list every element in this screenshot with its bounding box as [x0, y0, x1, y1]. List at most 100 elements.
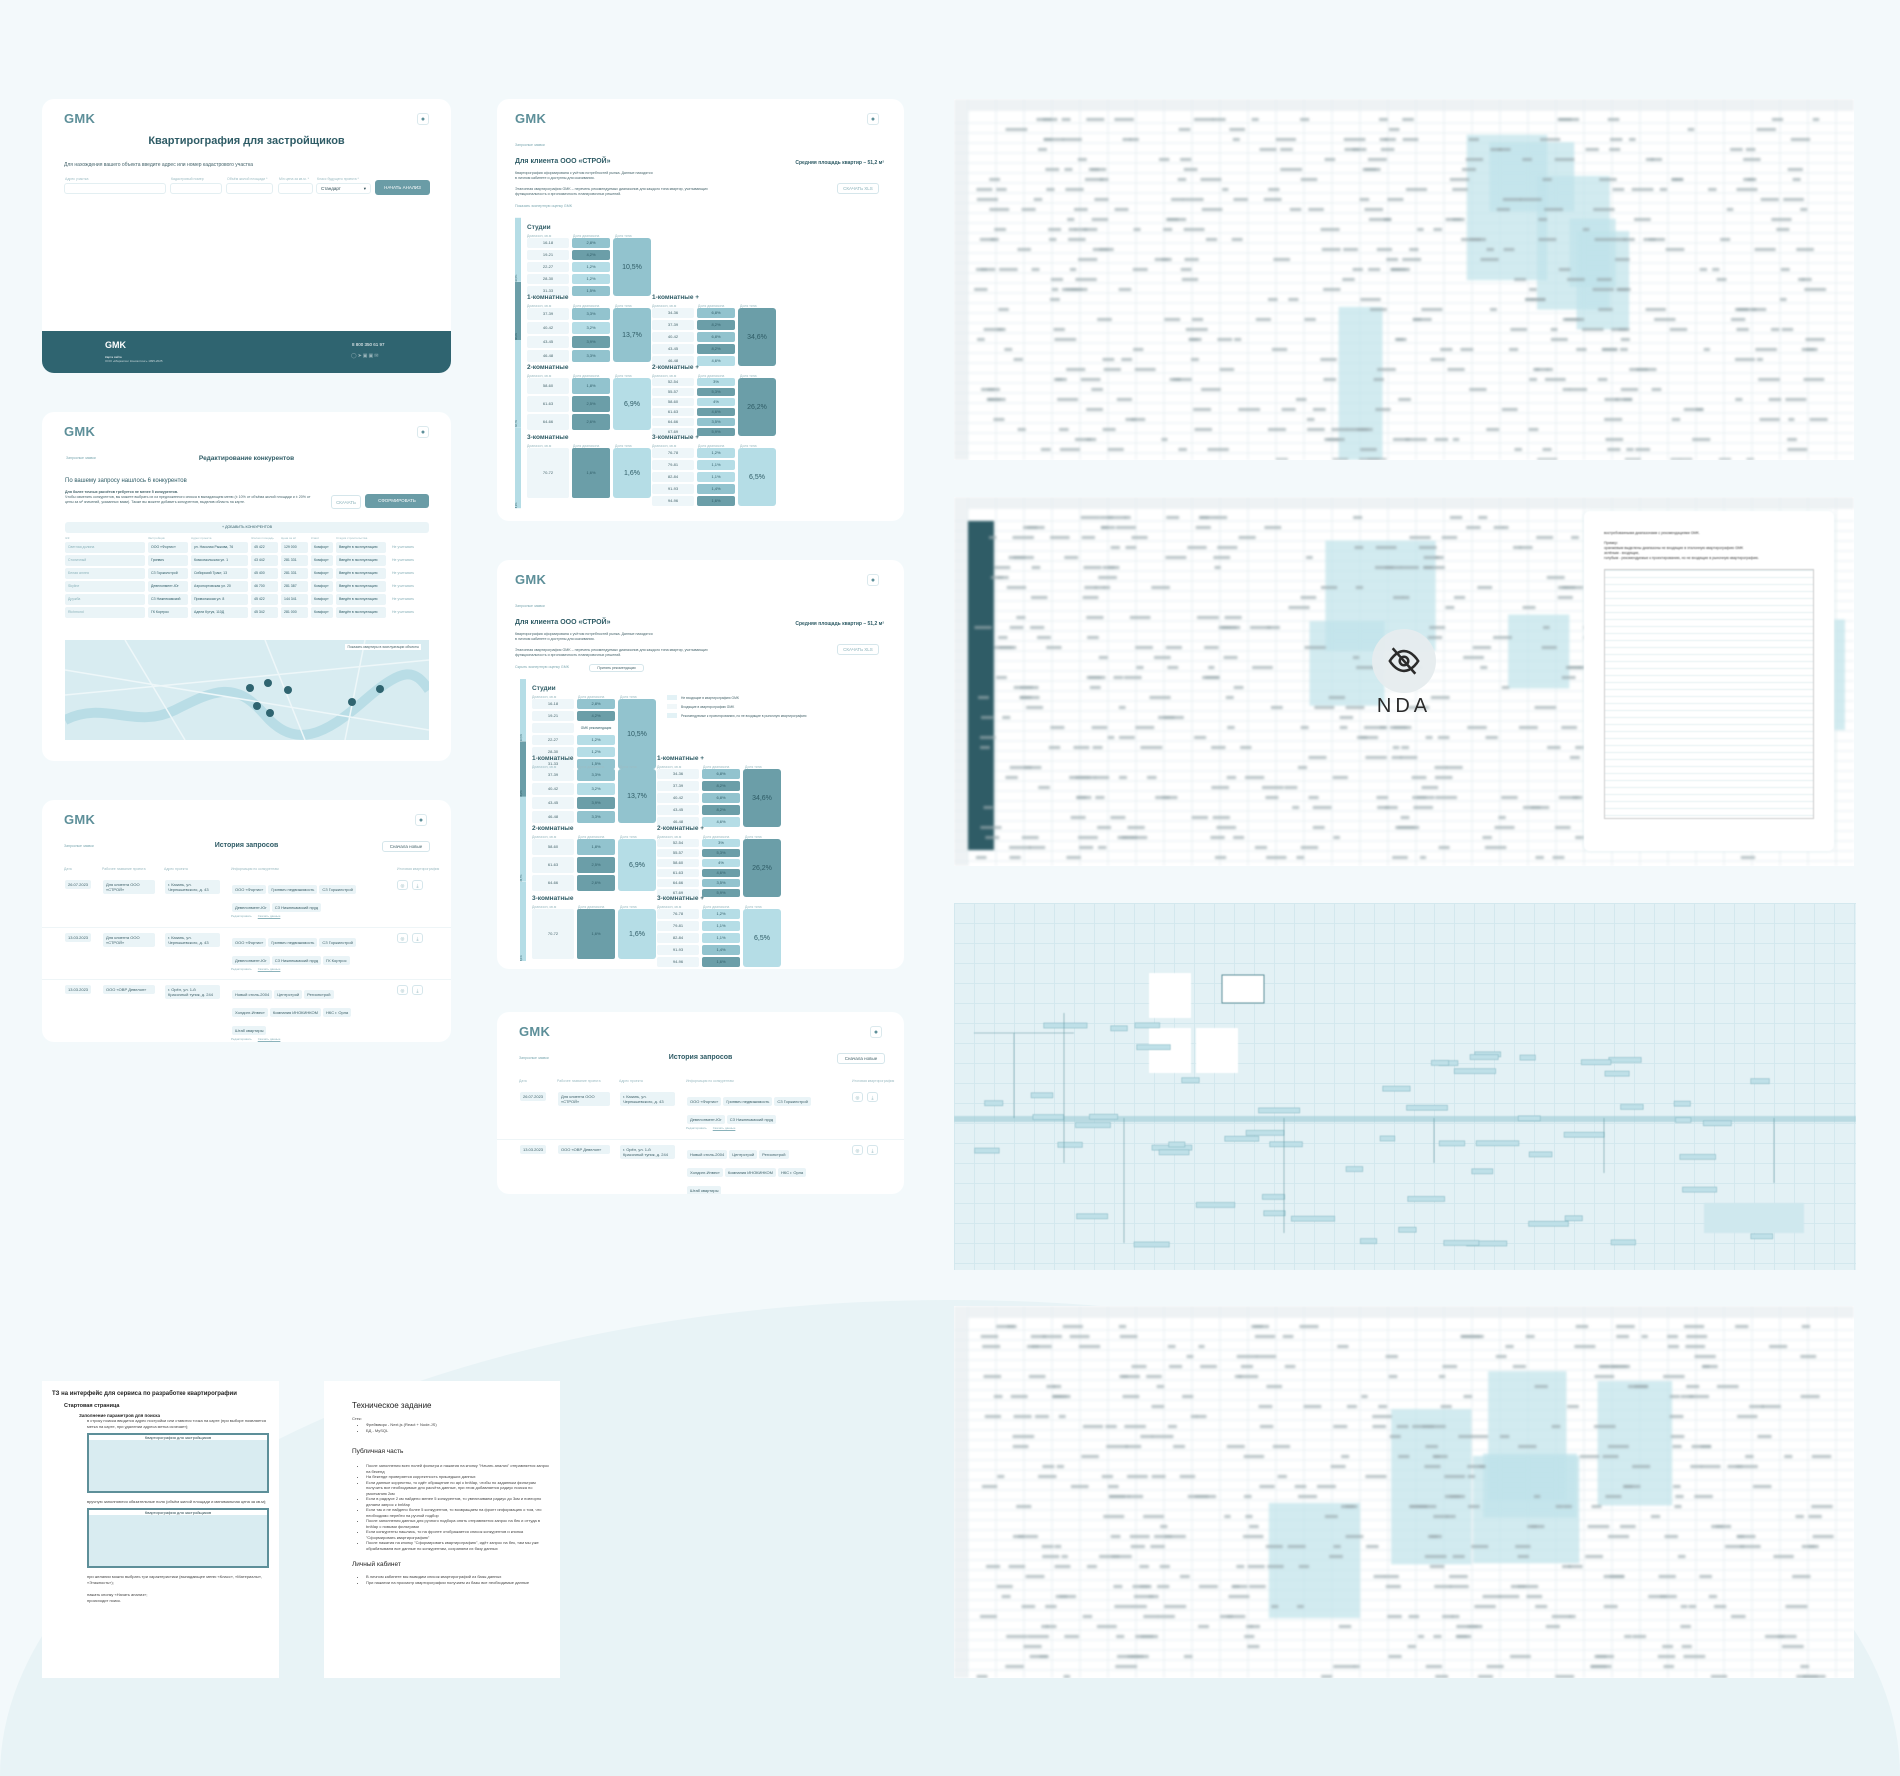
price-input[interactable] [278, 183, 313, 194]
download-data-link[interactable]: Скачать данные [257, 967, 281, 971]
table-cell[interactable]: Введён в эксплуатацию [336, 581, 386, 592]
table-cell[interactable]: Комфорт [311, 607, 333, 618]
download-button[interactable]: ⤓ [867, 1092, 878, 1102]
user-icon[interactable]: ● [867, 574, 879, 586]
start-analysis-button[interactable]: НАЧАТЬ АНАЛИЗ [375, 180, 430, 195]
project-name[interactable]: ООО «ОВР Девелоп» [103, 985, 155, 994]
table-cell[interactable]: Приволжская ул. 8 [191, 594, 248, 605]
cadastral-input[interactable] [170, 183, 222, 194]
project-name[interactable]: Для клиента ООО «СТРОЙ» [103, 880, 155, 894]
table-cell[interactable]: 46 700 [251, 581, 278, 592]
apply-recommendations-button[interactable]: Принять рекомендации [589, 664, 644, 672]
address-input[interactable] [64, 183, 166, 194]
table-cell[interactable]: Белая аллея [65, 568, 145, 579]
expert-link[interactable]: Показать экспертную оценку GMK [515, 204, 573, 208]
download-data-link[interactable]: Скачать данные [257, 914, 281, 918]
table-cell[interactable]: Аэропортовская ул. 20 [191, 581, 248, 592]
edit-link[interactable]: Редактировать [686, 1126, 707, 1130]
download-button[interactable]: ⤓ [412, 880, 423, 890]
table-cell[interactable]: Не учитывать [392, 558, 414, 562]
table-cell[interactable]: 281 331 [281, 568, 308, 579]
table-cell[interactable]: 45 342 [251, 607, 278, 618]
table-cell[interactable]: Введён в эксплуатацию [336, 542, 386, 553]
table-cell[interactable]: Введён в эксплуатацию [336, 594, 386, 605]
area-input[interactable] [226, 183, 273, 194]
download-xls-button[interactable]: СКАЧАТЬ XLS [837, 183, 879, 194]
table-cell[interactable]: Комфорт [311, 594, 333, 605]
download-data-link[interactable]: Скачать данные [712, 1126, 736, 1130]
table-cell[interactable]: Не учитывать [392, 597, 414, 601]
table-cell[interactable]: 144 341 [281, 594, 308, 605]
table-cell[interactable]: Не учитывать [392, 584, 414, 588]
table-cell[interactable]: СЗ Нижнекамский [148, 594, 188, 605]
table-cell[interactable]: Введён в эксплуатацию [336, 555, 386, 566]
table-cell[interactable]: 281 387 [281, 581, 308, 592]
table-cell[interactable]: ООО «Фортис» [148, 542, 188, 553]
table-cell[interactable]: Столичный [65, 555, 145, 566]
table-cell[interactable]: ул. Николая Рыжова, 76 [191, 542, 248, 553]
view-button[interactable]: ◎ [397, 985, 408, 995]
add-competitors-button[interactable]: + ДОБАВИТЬ КОНКУРЕНТОВ [65, 522, 429, 533]
table-cell[interactable]: 45 422 [251, 542, 278, 553]
view-button[interactable]: ◎ [852, 1092, 863, 1102]
table-cell[interactable]: Комфорт [311, 568, 333, 579]
map-checkbox[interactable]: Показать квартиры в эксплуатации объекты [345, 644, 421, 650]
sort-select[interactable]: Сначала новые [382, 841, 430, 852]
download-button[interactable]: ⤓ [412, 985, 423, 995]
view-button[interactable]: ◎ [852, 1145, 863, 1155]
view-button[interactable]: ◎ [397, 933, 408, 943]
table-cell[interactable]: СЗ Горжилстрой [148, 568, 188, 579]
social-icons[interactable]: ◯➤▣▣✉ [351, 353, 380, 359]
table-cell[interactable]: Richmond [65, 607, 145, 618]
download-xls-button[interactable]: СКАЧАТЬ XLS [837, 644, 879, 655]
table-cell[interactable]: 43 442 [251, 555, 278, 566]
table-cell[interactable]: Комфорт [311, 555, 333, 566]
user-icon[interactable]: ● [415, 814, 427, 826]
download-button[interactable]: СКАЧАТЬ [331, 495, 361, 509]
breadcrumb[interactable]: Запросные заявки [515, 143, 545, 147]
table-cell[interactable]: 281 331 [281, 555, 308, 566]
table-cell[interactable]: 129 000 [281, 542, 308, 553]
table-cell[interactable]: Не учитывать [392, 571, 414, 575]
table-cell[interactable]: Гринвич [148, 555, 188, 566]
project-name[interactable]: Для клиента ООО «СТРОЙ» [558, 1092, 610, 1106]
table-cell[interactable]: Сибирский Тракт, 13 [191, 568, 248, 579]
edit-link[interactable]: Редактировать [231, 914, 252, 918]
table-cell[interactable]: Комфорт [311, 581, 333, 592]
table-cell[interactable]: Введён в эксплуатацию [336, 568, 386, 579]
table-cell[interactable]: Дружба [65, 594, 145, 605]
table-cell[interactable]: Светлая долина [65, 542, 145, 553]
table-cell[interactable]: 45 400 [251, 568, 278, 579]
table-cell[interactable]: Комфорт [311, 542, 333, 553]
table-cell[interactable]: Skyline [65, 581, 145, 592]
sitemap-link[interactable]: Карта сайта [105, 355, 122, 359]
table-cell[interactable]: Адели Кутуя, 110Д [191, 607, 248, 618]
breadcrumb[interactable]: Запросные заявки [515, 604, 545, 608]
edit-link[interactable]: Редактировать [231, 1037, 252, 1041]
download-button[interactable]: ⤓ [412, 933, 423, 943]
expert-link[interactable]: Скрыть экспертную оценку GMK [515, 665, 570, 669]
project-name[interactable]: Для клиента ООО «СТРОЙ» [103, 933, 155, 947]
map[interactable]: Показать квартиры в эксплуатации объекты [65, 640, 429, 740]
view-button[interactable]: ◎ [397, 880, 408, 890]
table-cell[interactable]: Не учитывать [392, 610, 414, 614]
breadcrumb[interactable]: Запросные заявки [66, 456, 96, 460]
download-data-link[interactable]: Скачать данные [257, 1037, 281, 1041]
sort-select[interactable]: Сначала новые [837, 1053, 885, 1064]
table-cell[interactable]: Не учитывать [392, 545, 414, 549]
table-cell[interactable]: 281 000 [281, 607, 308, 618]
breadcrumb[interactable]: Запросные заявки [64, 844, 94, 848]
form-button[interactable]: СФОРМИРОВАТЬ [365, 494, 429, 508]
user-icon[interactable]: ● [870, 1026, 882, 1038]
download-button[interactable]: ⤓ [867, 1145, 878, 1155]
table-cell[interactable]: Комсомольская ул. 1 [191, 555, 248, 566]
edit-link[interactable]: Редактировать [231, 967, 252, 971]
user-icon[interactable]: ● [417, 426, 429, 438]
phone[interactable]: 8 800 350 61 97 [352, 342, 385, 347]
user-icon[interactable]: ● [867, 113, 879, 125]
table-cell[interactable]: ГК Кортрос [148, 607, 188, 618]
table-cell[interactable]: Введён в эксплуатацию [336, 607, 386, 618]
table-cell[interactable]: 45 422 [251, 594, 278, 605]
table-cell[interactable]: Девелопмент-Юг [148, 581, 188, 592]
class-select[interactable]: Стандарт ▾ [316, 183, 371, 194]
